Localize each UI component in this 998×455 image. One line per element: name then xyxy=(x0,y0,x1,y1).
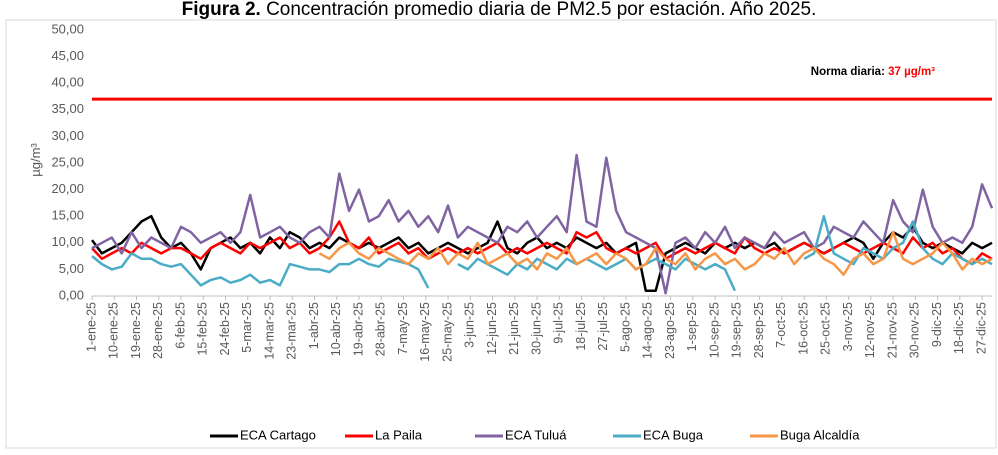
x-tick-label: 15-feb-25 xyxy=(196,302,210,356)
x-tick-label: 12-nov-25 xyxy=(863,302,877,358)
x-tick-label: 10-abr-25 xyxy=(329,302,343,356)
x-tick-label: 7-may-25 xyxy=(396,302,410,355)
x-tick-label: 23-ago-25 xyxy=(663,302,677,359)
x-tick-label: 9-dic-25 xyxy=(930,302,944,347)
x-tick-label: 19-sep-25 xyxy=(730,302,744,358)
y-tick-label: 35,00 xyxy=(51,101,84,116)
chart-frame xyxy=(5,19,997,449)
x-tick-label: 5-mar-25 xyxy=(240,302,254,353)
legend-label: ECA Tuluá xyxy=(505,427,567,442)
legend-label: ECA Buga xyxy=(643,427,704,442)
x-tick-label: 10-sep-25 xyxy=(707,302,721,358)
x-tick-label: 18-dic-25 xyxy=(952,302,966,354)
x-tick-label: 25-oct-25 xyxy=(819,302,833,355)
reference-value-label: 37 µg/m³ xyxy=(888,66,935,78)
x-tick-label: 16-oct-25 xyxy=(796,302,810,355)
y-tick-label: 5,00 xyxy=(59,261,84,276)
x-tick-label: 24-feb-25 xyxy=(218,302,232,356)
x-tick-label: 1-sep-25 xyxy=(685,302,699,351)
series-line xyxy=(91,214,993,292)
y-axis-label: µg/m³ xyxy=(28,143,43,177)
x-tick-label: 12-jun-25 xyxy=(485,302,499,355)
x-tick-label: 30-nov-25 xyxy=(908,302,922,358)
y-tick-label: 10,00 xyxy=(51,234,84,249)
x-tick-label: 1-abr-25 xyxy=(307,302,321,349)
x-tick-label: 5-ago-25 xyxy=(618,302,632,352)
x-tick-label: 10-ene-25 xyxy=(107,302,121,359)
x-tick-label: 21-nov-25 xyxy=(885,302,899,358)
x-tick-label: 28-ene-25 xyxy=(151,302,165,359)
x-tick-label: 18-jul-25 xyxy=(574,302,588,351)
x-tick-label: 7-oct-25 xyxy=(774,302,788,348)
y-tick-label: 30,00 xyxy=(51,128,84,143)
x-tick-label: 3-nov-25 xyxy=(841,302,855,351)
y-tick-label: 40,00 xyxy=(51,75,84,90)
legend-label: ECA Cartago xyxy=(240,427,316,442)
x-tick-label: 3-jun-25 xyxy=(463,302,477,348)
series-line xyxy=(91,220,993,266)
x-tick-label: 19-ene-25 xyxy=(129,302,143,359)
legend-label: Buga Alcaldía xyxy=(780,427,860,442)
y-tick-label: 50,00 xyxy=(51,21,84,36)
title-label: Figura 2. xyxy=(182,0,261,20)
x-tick-label: 14-ago-25 xyxy=(641,302,655,359)
y-tick-label: 15,00 xyxy=(51,208,84,223)
x-tick-label: 28-abr-25 xyxy=(374,302,388,356)
x-tick-label: 23-mar-25 xyxy=(285,302,299,360)
reference-annotation: Norma diaria: 37 µg/m³ xyxy=(811,66,935,78)
title-text: Concentración promedio diaria de PM2.5 p… xyxy=(266,0,816,20)
y-tick-label: 0,00 xyxy=(59,287,84,302)
x-tick-label: 30-jun-25 xyxy=(529,302,543,355)
x-tick-label: 14-mar-25 xyxy=(262,302,276,360)
x-tick-label: 28-sep-25 xyxy=(752,302,766,358)
x-tick-label: 27-dic-25 xyxy=(974,302,988,354)
x-tick-label: 25-may-25 xyxy=(440,302,454,362)
y-tick-label: 20,00 xyxy=(51,181,84,196)
x-tick-label: 19-abr-25 xyxy=(351,302,365,356)
series-line xyxy=(91,153,994,295)
x-tick-label: 1-ene-25 xyxy=(84,302,98,352)
series-line xyxy=(318,230,993,276)
y-tick-label: 25,00 xyxy=(51,154,84,169)
x-tick-label: 27-jul-25 xyxy=(596,302,610,351)
legend-label: La Paila xyxy=(375,427,423,442)
x-tick-label: 6-feb-25 xyxy=(173,302,187,349)
reference-label: Norma diaria: xyxy=(811,66,885,78)
x-tick-label: 21-jun-25 xyxy=(507,302,521,355)
chart-title: Figura 2. Concentración promedio diaria … xyxy=(182,0,817,20)
x-tick-label: 9-jul-25 xyxy=(552,302,566,344)
y-tick-label: 45,00 xyxy=(51,48,84,63)
x-tick-label: 16-may-25 xyxy=(418,302,432,362)
